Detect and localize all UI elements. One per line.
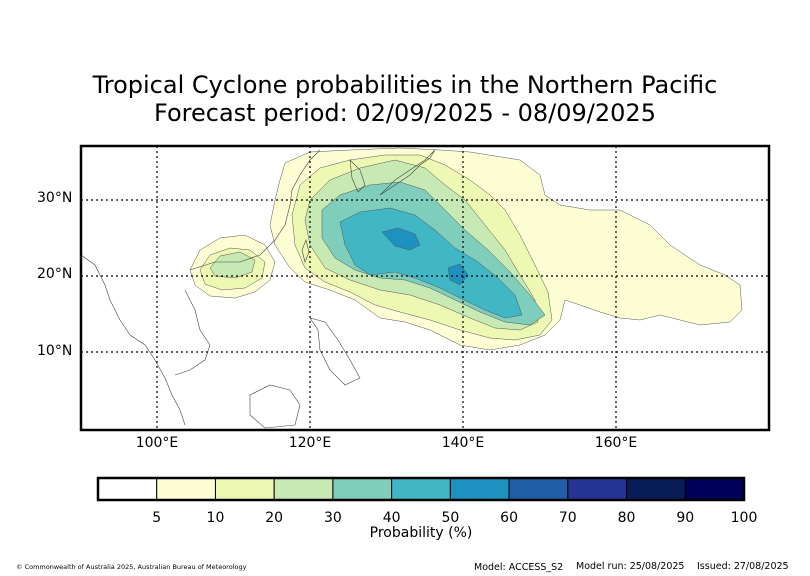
colorbar-tick-label: 80 <box>617 510 636 526</box>
colorbar-segment <box>97 477 158 501</box>
colorbar-segment <box>214 477 275 501</box>
lon-label-160: 160°E <box>594 435 638 451</box>
colorbar-tick-label: 5 <box>152 510 162 526</box>
chart-title-line2: Forecast period: 02/09/2025 - 08/09/2025 <box>154 99 656 127</box>
colorbar-segment <box>449 477 510 501</box>
colorbar-segment <box>626 477 686 501</box>
colorbar-tick-label: 50 <box>441 510 460 526</box>
lon-label-120: 120°E <box>288 435 332 451</box>
copyright-notice: © Commonwealth of Australia 2025, Austra… <box>16 563 247 571</box>
lat-label-20: 20°N <box>37 266 73 282</box>
colorbar-tick-label: 40 <box>382 510 401 526</box>
lat-label-30: 30°N <box>37 190 73 206</box>
colorbar-segment <box>567 477 628 501</box>
lon-label-140: 140°E <box>441 435 485 451</box>
colorbar-tick-label: 90 <box>676 510 695 526</box>
coastline-asia-mainland <box>80 254 186 426</box>
probability-contours <box>189 147 743 351</box>
colorbar <box>96 476 746 502</box>
coastline-taiwan <box>301 239 310 263</box>
colorbar-frame <box>96 476 746 502</box>
colorbar-tick-label: 30 <box>323 510 342 526</box>
colorbar-tick-label: 10 <box>206 510 225 526</box>
colorbar-segment <box>156 477 216 501</box>
coastline-philippines <box>309 317 361 386</box>
coastlines <box>80 149 436 429</box>
colorbar-segment <box>684 477 745 501</box>
model-name: Model: ACCESS_S2 <box>474 562 564 573</box>
colorbar-tick-label: 70 <box>558 510 577 526</box>
colorbar-segment <box>273 477 334 501</box>
gridlines <box>81 146 769 430</box>
coastline-borneo <box>249 384 301 429</box>
coastline-japan <box>379 149 436 196</box>
coastline-indochina <box>174 289 211 376</box>
colorbar-segment <box>508 477 569 501</box>
map-frame <box>79 144 771 432</box>
contour-50-east <box>447 263 469 286</box>
coastline-korea <box>349 159 366 193</box>
colorbar-tick-label: 100 <box>730 510 758 526</box>
colorbar-segment <box>391 477 451 501</box>
model-run-date: Model run: 25/08/2025 <box>576 561 685 572</box>
colorbar-segment <box>332 477 393 501</box>
colorbar-title: Probability (%) <box>369 525 473 541</box>
colorbar-tick-label: 20 <box>265 510 284 526</box>
coastline-china <box>189 149 321 271</box>
colorbar-tick-label: 60 <box>500 510 518 526</box>
issued-date: Issued: 27/08/2025 <box>697 561 789 572</box>
contour-20-west <box>209 251 256 279</box>
chart-title-line1: Tropical Cyclone probabilities in the No… <box>92 71 718 99</box>
lat-label-10: 10°N <box>37 343 73 359</box>
contour-50-main <box>381 227 421 251</box>
lon-label-100: 100°E <box>135 435 179 451</box>
